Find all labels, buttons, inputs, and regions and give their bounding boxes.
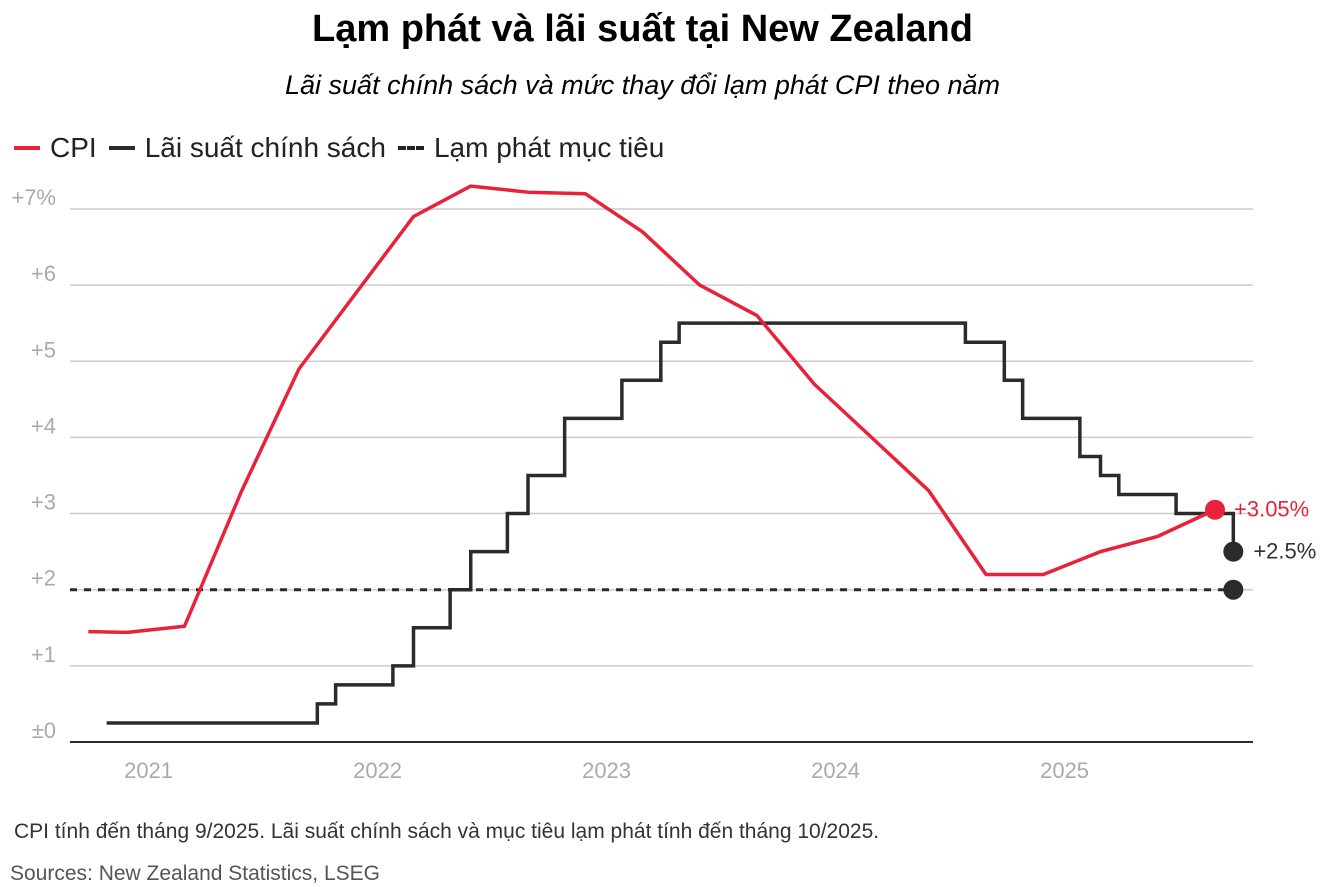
y-tick-label: +3 — [31, 490, 56, 515]
legend-swatch-inflation-target — [397, 146, 424, 150]
legend-item-policy-rate: Lãi suất chính sách — [108, 132, 386, 164]
legend-swatch-policy-rate — [108, 146, 135, 150]
y-tick-label: +2 — [31, 566, 56, 591]
chart-title: Lạm phát và lãi suất tại New Zealand — [312, 8, 973, 50]
y-tick-label: +5 — [31, 337, 56, 362]
chart-subtitle: Lãi suất chính sách và mức thay đổi lạm … — [285, 70, 1000, 100]
inflation-target-end-marker — [1223, 579, 1244, 600]
policy-rate-end-marker — [1223, 541, 1244, 562]
chart-legend: CPI Lãi suất chính sách Lạm phát mục tiê… — [14, 132, 676, 164]
chart-source: Sources: New Zealand Statistics, LSEG — [10, 862, 380, 885]
x-tick-label: 2024 — [811, 758, 860, 783]
legend-label-inflation-target: Lạm phát mục tiêu — [433, 132, 665, 163]
legend-swatch-cpi — [14, 146, 40, 150]
y-tick-label: ±0 — [32, 718, 56, 743]
policy-rate-line — [106, 321, 1236, 725]
x-tick-label: 2022 — [353, 758, 402, 783]
x-tick-label: 2021 — [124, 758, 173, 783]
policy-rate-end-label: +2.5% — [1253, 539, 1316, 564]
y-tick-label: +1 — [31, 642, 56, 667]
legend-label-policy-rate: Lãi suất chính sách — [144, 132, 386, 163]
x-tick-label: 2025 — [1040, 758, 1089, 783]
chart-note: CPI tính đến tháng 9/2025. Lãi suất chín… — [14, 820, 880, 843]
cpi-end-label: +3.05% — [1234, 497, 1309, 522]
legend-item-inflation-target: Lạm phát mục tiêu — [397, 132, 665, 164]
y-tick-label: +4 — [31, 413, 56, 438]
legend-label-cpi: CPI — [50, 132, 97, 163]
y-tick-label: +7% — [11, 185, 56, 210]
cpi-line — [88, 184, 1216, 635]
x-tick-label: 2023 — [582, 758, 631, 783]
legend-item-cpi: CPI — [14, 132, 97, 164]
y-tick-label: +6 — [31, 261, 56, 286]
cpi-end-marker — [1205, 499, 1225, 520]
